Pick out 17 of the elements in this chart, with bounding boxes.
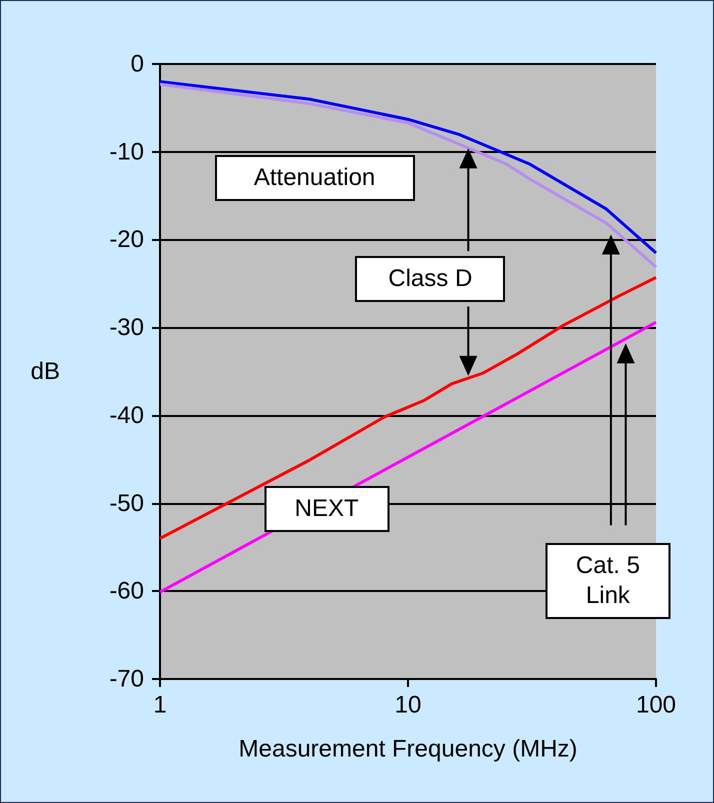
y-axis-title: dB <box>30 358 60 385</box>
x-tick-label: 10 <box>394 692 422 718</box>
y-tick-label: -40 <box>109 402 144 429</box>
text-box: Class D <box>355 256 506 302</box>
y-tick-label: -70 <box>109 666 144 692</box>
y-tick-label: -60 <box>109 578 144 605</box>
y-tick-label: -10 <box>109 138 144 166</box>
text-box: Cat. 5 Link <box>545 542 670 619</box>
text-box: NEXT <box>264 486 390 532</box>
x-tick-label: 100 <box>636 692 676 718</box>
x-tick-label: 1 <box>153 692 167 718</box>
y-tick-label: -20 <box>109 226 144 254</box>
y-tick-label: -30 <box>109 314 144 342</box>
y-tick-label: 0 <box>130 50 144 78</box>
text-box: Attenuation <box>214 155 415 202</box>
x-axis-title: Measurement Frequency (MHz) <box>238 736 578 762</box>
y-tick-label: -50 <box>109 490 144 517</box>
